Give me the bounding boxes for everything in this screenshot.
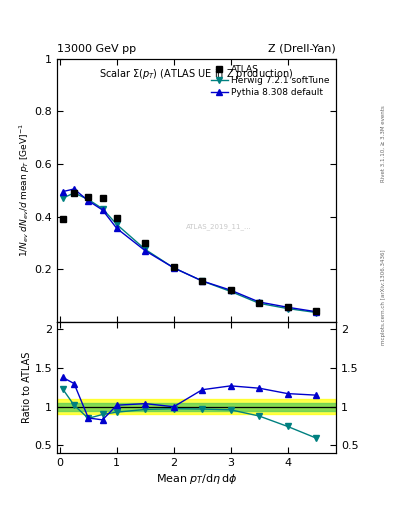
Pythia 8.308 default [257, 299, 261, 305]
Pythia 8.308 default [228, 287, 233, 293]
Pythia 8.308 default [143, 248, 148, 254]
Pythia 8.308 default [171, 265, 176, 271]
Herwig 7.2.1 softTune [200, 278, 204, 284]
ATLAS [285, 304, 290, 310]
ATLAS [114, 215, 119, 221]
Herwig 7.2.1 softTune [114, 221, 119, 227]
Line: Herwig 7.2.1 softTune: Herwig 7.2.1 softTune [60, 190, 319, 315]
Pythia 8.308 default [60, 188, 65, 195]
Herwig 7.2.1 softTune [257, 300, 261, 306]
Y-axis label: $1/N_{ev}\;dN_{ev}/d\;\mathrm{mean}\;p_T\;[\mathrm{GeV}]^{-1}$: $1/N_{ev}\;dN_{ev}/d\;\mathrm{mean}\;p_T… [17, 123, 31, 258]
Bar [57, 403, 336, 411]
Text: Scalar $\Sigma(p_T)$ (ATLAS UE in Z production): Scalar $\Sigma(p_T)$ (ATLAS UE in Z prod… [99, 67, 294, 81]
Herwig 7.2.1 softTune [228, 288, 233, 294]
Text: ATLAS_2019_11_...: ATLAS_2019_11_... [186, 224, 252, 230]
ATLAS [171, 264, 176, 270]
Herwig 7.2.1 softTune [171, 265, 176, 271]
Herwig 7.2.1 softTune [314, 309, 318, 315]
ATLAS [257, 300, 261, 306]
Text: mcplots.cern.ch [arXiv:1306.3436]: mcplots.cern.ch [arXiv:1306.3436] [381, 249, 386, 345]
Line: ATLAS: ATLAS [60, 190, 319, 314]
ATLAS [200, 278, 204, 284]
ATLAS [228, 287, 233, 293]
ATLAS [72, 190, 76, 196]
Text: Z (Drell-Yan): Z (Drell-Yan) [268, 44, 336, 54]
Pythia 8.308 default [86, 198, 91, 204]
Line: Pythia 8.308 default: Pythia 8.308 default [60, 186, 319, 315]
Pythia 8.308 default [114, 225, 119, 231]
Pythia 8.308 default [72, 186, 76, 192]
ATLAS [143, 240, 148, 246]
Y-axis label: Ratio to ATLAS: Ratio to ATLAS [22, 352, 32, 423]
Herwig 7.2.1 softTune [72, 190, 76, 196]
Pythia 8.308 default [285, 304, 290, 310]
ATLAS [100, 195, 105, 201]
Legend: ATLAS, Herwig 7.2.1 softTune, Pythia 8.308 default: ATLAS, Herwig 7.2.1 softTune, Pythia 8.3… [209, 63, 332, 98]
Herwig 7.2.1 softTune [143, 246, 148, 252]
Herwig 7.2.1 softTune [285, 306, 290, 312]
ATLAS [314, 308, 318, 314]
Herwig 7.2.1 softTune [86, 197, 91, 203]
ATLAS [60, 216, 65, 222]
Text: Rivet 3.1.10, ≥ 3.3M events: Rivet 3.1.10, ≥ 3.3M events [381, 105, 386, 182]
Pythia 8.308 default [314, 309, 318, 315]
Pythia 8.308 default [200, 278, 204, 284]
Text: 13000 GeV pp: 13000 GeV pp [57, 44, 136, 54]
Herwig 7.2.1 softTune [60, 195, 65, 201]
X-axis label: Mean $p_T/\mathrm{d}\eta\,\mathrm{d}\phi$: Mean $p_T/\mathrm{d}\eta\,\mathrm{d}\phi… [156, 472, 237, 486]
Herwig 7.2.1 softTune [100, 206, 105, 212]
Pythia 8.308 default [100, 207, 105, 213]
Bar [57, 399, 336, 415]
ATLAS [86, 194, 91, 200]
